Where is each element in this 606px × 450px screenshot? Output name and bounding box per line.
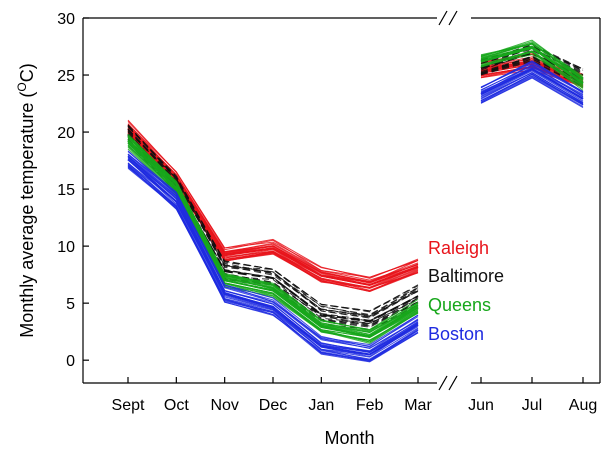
legend-label-raleigh: Raleigh (428, 238, 489, 258)
series-line-boston-seg2 (480, 65, 584, 97)
series-line-boston-seg1 (127, 157, 419, 354)
y-axis-label-part-2: C) (17, 63, 37, 82)
series-line-queens-seg2 (480, 51, 584, 91)
series-queens (127, 39, 584, 344)
series-line-queens-seg1 (127, 140, 419, 338)
x-tick-label: Oct (164, 397, 189, 414)
series-line-boston-seg1 (127, 165, 419, 362)
series-line-queens-seg1 (127, 136, 419, 331)
series-line-baltimore-seg1 (127, 126, 419, 312)
series-line-boston-seg1 (127, 154, 419, 350)
series-line-boston-seg2 (480, 74, 584, 106)
legend-label-baltimore: Baltimore (428, 266, 504, 286)
series-line-raleigh-seg1 (127, 131, 419, 289)
series-line-boston-seg1 (127, 166, 419, 363)
series-line-boston-seg2 (480, 70, 584, 102)
series-line-boston-seg2 (480, 75, 584, 106)
bottom-axis-break-mark-2 (448, 375, 458, 391)
y-axis-label-superscript: O (15, 82, 29, 91)
series-line-raleigh-seg1 (127, 132, 419, 289)
y-axis-label: Monthly average temperature (OC) (15, 63, 37, 337)
series-line-raleigh-seg1 (127, 132, 419, 293)
bottom-axis-break-mark-1 (438, 375, 448, 391)
y-axis-label-part-1: Monthly average temperature ( (17, 92, 37, 338)
series-line-baltimore-seg1 (127, 129, 419, 316)
top-axis-break-mark-2 (448, 10, 458, 26)
series-line-queens-seg1 (127, 138, 419, 336)
y-tick-label: 15 (57, 182, 75, 199)
x-tick-label: Jan (308, 397, 334, 414)
series-mean-boston-seg1 (127, 158, 419, 356)
top-axis-break-mark-1 (438, 10, 448, 26)
x-tick-label: Aug (569, 397, 597, 414)
x-axis-label: Month (324, 428, 374, 448)
x-tick-label: Feb (356, 397, 384, 414)
y-tick-label: 5 (66, 296, 75, 313)
legend: Raleigh Baltimore Queens Boston (428, 238, 504, 344)
series-line-baltimore-seg1 (127, 135, 419, 324)
x-tick-label: Nov (210, 397, 238, 414)
series-line-baltimore-seg1 (127, 126, 419, 318)
x-tick-label: Dec (259, 397, 287, 414)
series-line-boston-seg2 (480, 76, 584, 107)
series-line-raleigh-seg1 (127, 132, 419, 288)
y-tick-label: 30 (57, 11, 75, 28)
series-baltimore (127, 43, 584, 331)
x-tick-label: Jun (468, 397, 494, 414)
series-line-raleigh-seg1 (127, 130, 419, 291)
series-mean-queens-seg2 (480, 46, 584, 84)
series-boston (127, 60, 584, 363)
series-line-baltimore-seg1 (127, 140, 419, 328)
series-line-raleigh-seg1 (127, 121, 419, 278)
series-line-boston-seg1 (127, 151, 419, 348)
series-line-queens-seg1 (127, 136, 419, 334)
x-tick-label: Mar (404, 397, 432, 414)
series-line-raleigh-seg1 (127, 128, 419, 284)
series-mean-boston-seg2 (480, 68, 584, 100)
series-line-queens-seg2 (480, 43, 584, 79)
series-line-raleigh-seg1 (127, 131, 419, 293)
series-line-baltimore-seg2 (480, 55, 584, 83)
series-line-queens-seg1 (127, 135, 419, 333)
series-mean-raleigh-seg1 (127, 127, 419, 286)
legend-label-boston: Boston (428, 324, 484, 344)
series-line-queens-seg2 (480, 50, 584, 88)
series-line-raleigh-seg1 (127, 126, 419, 287)
series-line-raleigh-seg1 (127, 133, 419, 289)
axes: 0 5 10 15 20 25 30 Sept Oct Nov Dec Jan Feb Mar Jun Jul… (57, 10, 601, 414)
series-line-raleigh-seg1 (127, 130, 419, 292)
series-line-raleigh-seg1 (127, 130, 419, 290)
y-tick-label: 0 (66, 353, 75, 370)
series-line-baltimore-seg1 (127, 128, 419, 317)
x-tick-label: Jul (522, 397, 542, 414)
series-mean-queens-seg1 (127, 140, 419, 338)
x-tick-label: Sept (112, 397, 145, 414)
series-line-boston-seg2 (480, 60, 584, 93)
series-raleigh (127, 53, 584, 293)
series-line-raleigh-seg1 (127, 130, 419, 286)
series-line-baltimore-seg1 (127, 133, 419, 321)
series-line-boston-seg2 (480, 66, 584, 95)
plot-area (127, 39, 584, 363)
y-tick-label: 10 (57, 239, 75, 256)
series-line-boston-seg1 (127, 163, 419, 358)
y-tick-label: 25 (57, 68, 75, 85)
series-line-boston-seg2 (480, 72, 584, 103)
y-tick-label: 20 (57, 125, 75, 142)
legend-label-queens: Queens (428, 295, 491, 315)
series-line-raleigh-seg1 (127, 126, 419, 283)
